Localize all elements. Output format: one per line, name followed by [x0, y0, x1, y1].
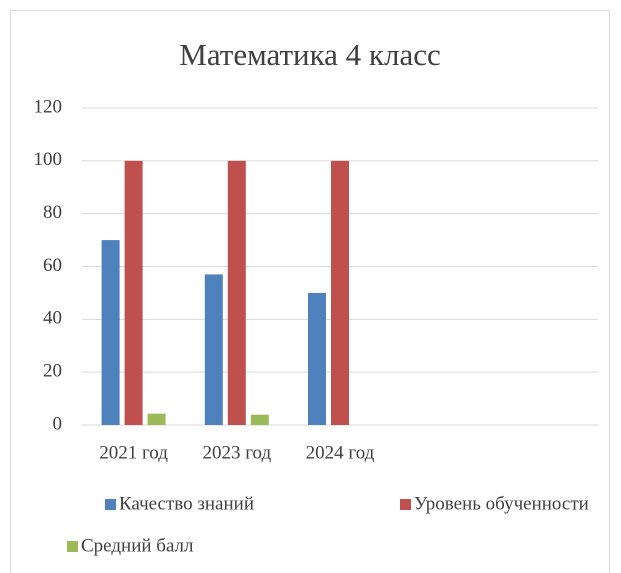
legend-swatch	[105, 499, 116, 510]
y-tick-label: 40	[43, 308, 62, 329]
x-tick-label: 2023 год	[202, 442, 271, 463]
y-tick-label: 60	[43, 255, 62, 276]
legend-swatch	[67, 541, 78, 552]
y-tick-label: 20	[43, 361, 62, 382]
chart-frame	[10, 10, 610, 573]
legend-label: Качество знаний	[119, 493, 254, 514]
bar	[250, 414, 269, 425]
y-tick-label: 100	[34, 149, 63, 170]
bar	[101, 240, 120, 425]
bar	[331, 160, 349, 426]
bar	[227, 160, 246, 426]
legend-swatch	[400, 499, 411, 510]
bar	[147, 413, 166, 425]
chart-title: Математика 4 класс	[179, 37, 441, 72]
y-tick-label: 0	[53, 413, 63, 434]
x-tick-label: 2024 год	[306, 442, 375, 463]
bar	[124, 160, 143, 426]
bar	[308, 292, 326, 425]
y-tick-label: 80	[43, 202, 62, 223]
bar	[204, 274, 223, 425]
legend-label: Средний балл	[81, 535, 194, 556]
legend-label: Уровень обученности	[414, 493, 589, 514]
y-tick-label: 120	[34, 96, 63, 117]
x-tick-label: 2021 год	[99, 442, 168, 463]
